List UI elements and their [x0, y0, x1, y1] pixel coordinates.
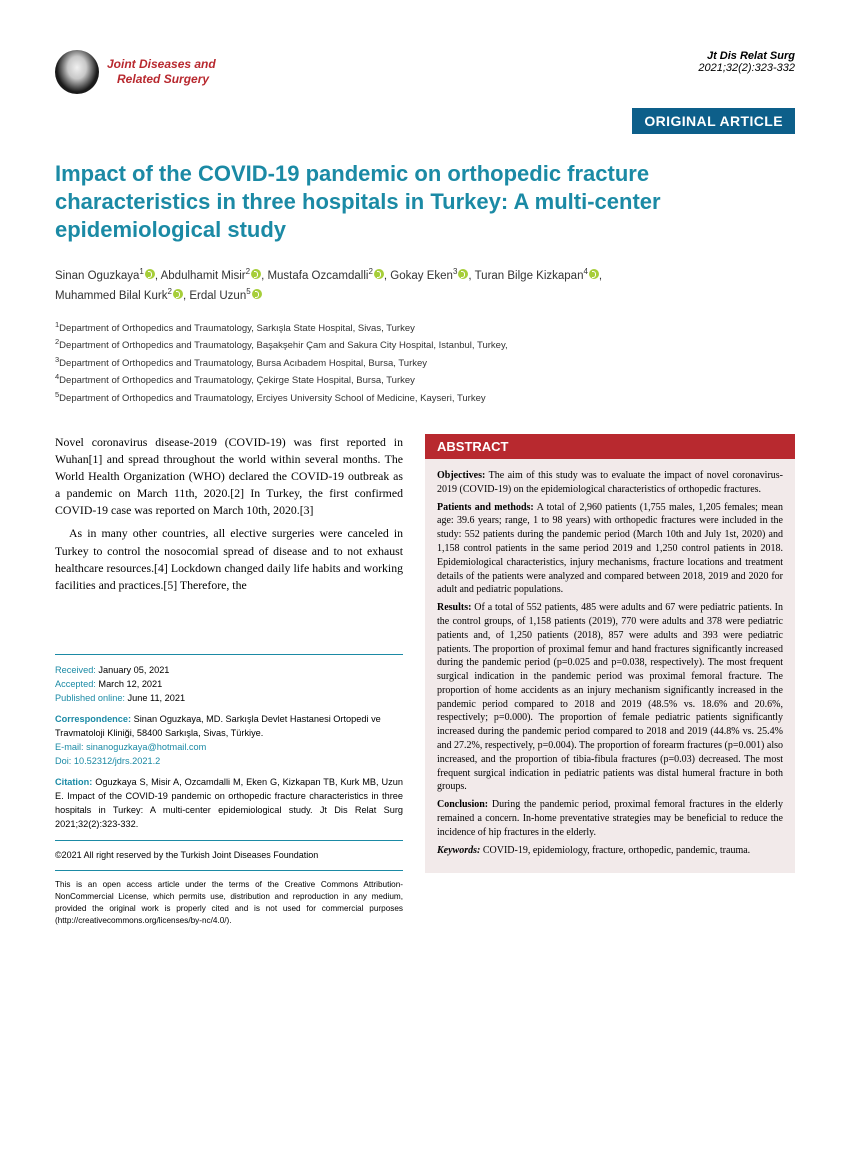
intro-paragraph: As in many other countries, all elective… [55, 525, 403, 593]
license-text: This is an open access article under the… [55, 879, 403, 927]
copyright-line: ©2021 All right reserved by the Turkish … [55, 849, 403, 863]
correspondence-line: Correspondence: Sinan Oguzkaya, MD. Sark… [55, 712, 403, 741]
received-line: Received: January 05, 2021 [55, 663, 403, 677]
author: Muhammed Bilal Kurk [55, 290, 167, 302]
abstract-body: Objectives: The aim of this study was to… [425, 459, 795, 874]
abstract-objectives: Objectives: The aim of this study was to… [437, 469, 783, 497]
accepted-line: Accepted: March 12, 2021 [55, 677, 403, 691]
article-meta-box: Received: January 05, 2021 Accepted: Mar… [55, 654, 403, 927]
orcid-icon[interactable] [173, 289, 183, 299]
orcid-icon[interactable] [251, 269, 261, 279]
author: Abdulhamit Misir [161, 270, 246, 282]
journal-issue: 2021;32(2):323-332 [698, 62, 795, 74]
divider [55, 870, 403, 871]
affiliation-list: 1Department of Orthopedics and Traumatol… [55, 319, 795, 406]
author: Sinan Oguzkaya [55, 270, 139, 282]
abstract-results: Results: Of a total of 552 patients, 485… [437, 601, 783, 794]
author: Gokay Eken [390, 270, 453, 282]
author: Mustafa Ozcamdalli [267, 270, 368, 282]
divider [55, 654, 403, 655]
header-citation: Jt Dis Relat Surg 2021;32(2):323-332 [698, 50, 795, 74]
abstract-keywords: Keywords: COVID-19, epidemiology, fractu… [437, 844, 783, 858]
affiliation: Department of Orthopedics and Traumatolo… [59, 340, 507, 351]
affiliation: Department of Orthopedics and Traumatolo… [59, 358, 427, 369]
citation-line: Citation: Oguzkaya S, Misir A, Ozcamdall… [55, 775, 403, 832]
abstract-heading: ABSTRACT [425, 434, 795, 459]
email-link[interactable]: sinanoguzkaya@hotmail.com [84, 742, 207, 752]
intro-paragraph: Novel coronavirus disease-2019 (COVID-19… [55, 434, 403, 519]
affiliation: Department of Orthopedics and Traumatolo… [59, 393, 485, 404]
affiliation: Department of Orthopedics and Traumatolo… [59, 375, 415, 386]
abstract-patients: Patients and methods: A total of 2,960 p… [437, 501, 783, 598]
journal-name-line2: Related Surgery [117, 72, 209, 86]
page-header: Joint Diseases and Related Surgery Jt Di… [55, 50, 795, 94]
author: Turan Bilge Kizkapan [475, 270, 584, 282]
journal-logo-icon [55, 50, 99, 94]
divider [55, 840, 403, 841]
two-column-layout: Novel coronavirus disease-2019 (COVID-19… [55, 434, 795, 927]
orcid-icon[interactable] [374, 269, 384, 279]
journal-logo-block: Joint Diseases and Related Surgery [55, 50, 216, 94]
published-line: Published online: June 11, 2021 [55, 691, 403, 705]
left-column: Novel coronavirus disease-2019 (COVID-19… [55, 434, 403, 927]
orcid-icon[interactable] [252, 289, 262, 299]
doi-line: Doi: 10.52312/jdrs.2021.2 [55, 754, 403, 768]
abstract-conclusion: Conclusion: During the pandemic period, … [437, 798, 783, 839]
article-title: Impact of the COVID-19 pandemic on ortho… [55, 160, 795, 244]
orcid-icon[interactable] [589, 269, 599, 279]
email-line: E-mail: sinanoguzkaya@hotmail.com [55, 740, 403, 754]
affiliation: Department of Orthopedics and Traumatolo… [59, 323, 415, 334]
article-type-badge: ORIGINAL ARTICLE [632, 108, 795, 134]
orcid-icon[interactable] [458, 269, 468, 279]
journal-abbrev: Jt Dis Relat Surg [698, 50, 795, 62]
author: Erdal Uzun [189, 290, 246, 302]
journal-name-line1: Joint Diseases and [107, 57, 216, 71]
right-column: ABSTRACT Objectives: The aim of this stu… [425, 434, 795, 927]
orcid-icon[interactable] [145, 269, 155, 279]
author-list: Sinan Oguzkaya1, Abdulhamit Misir2, Must… [55, 266, 795, 304]
journal-name: Joint Diseases and Related Surgery [107, 57, 216, 87]
doi-link[interactable]: 10.52312/jdrs.2021.2 [71, 756, 160, 766]
